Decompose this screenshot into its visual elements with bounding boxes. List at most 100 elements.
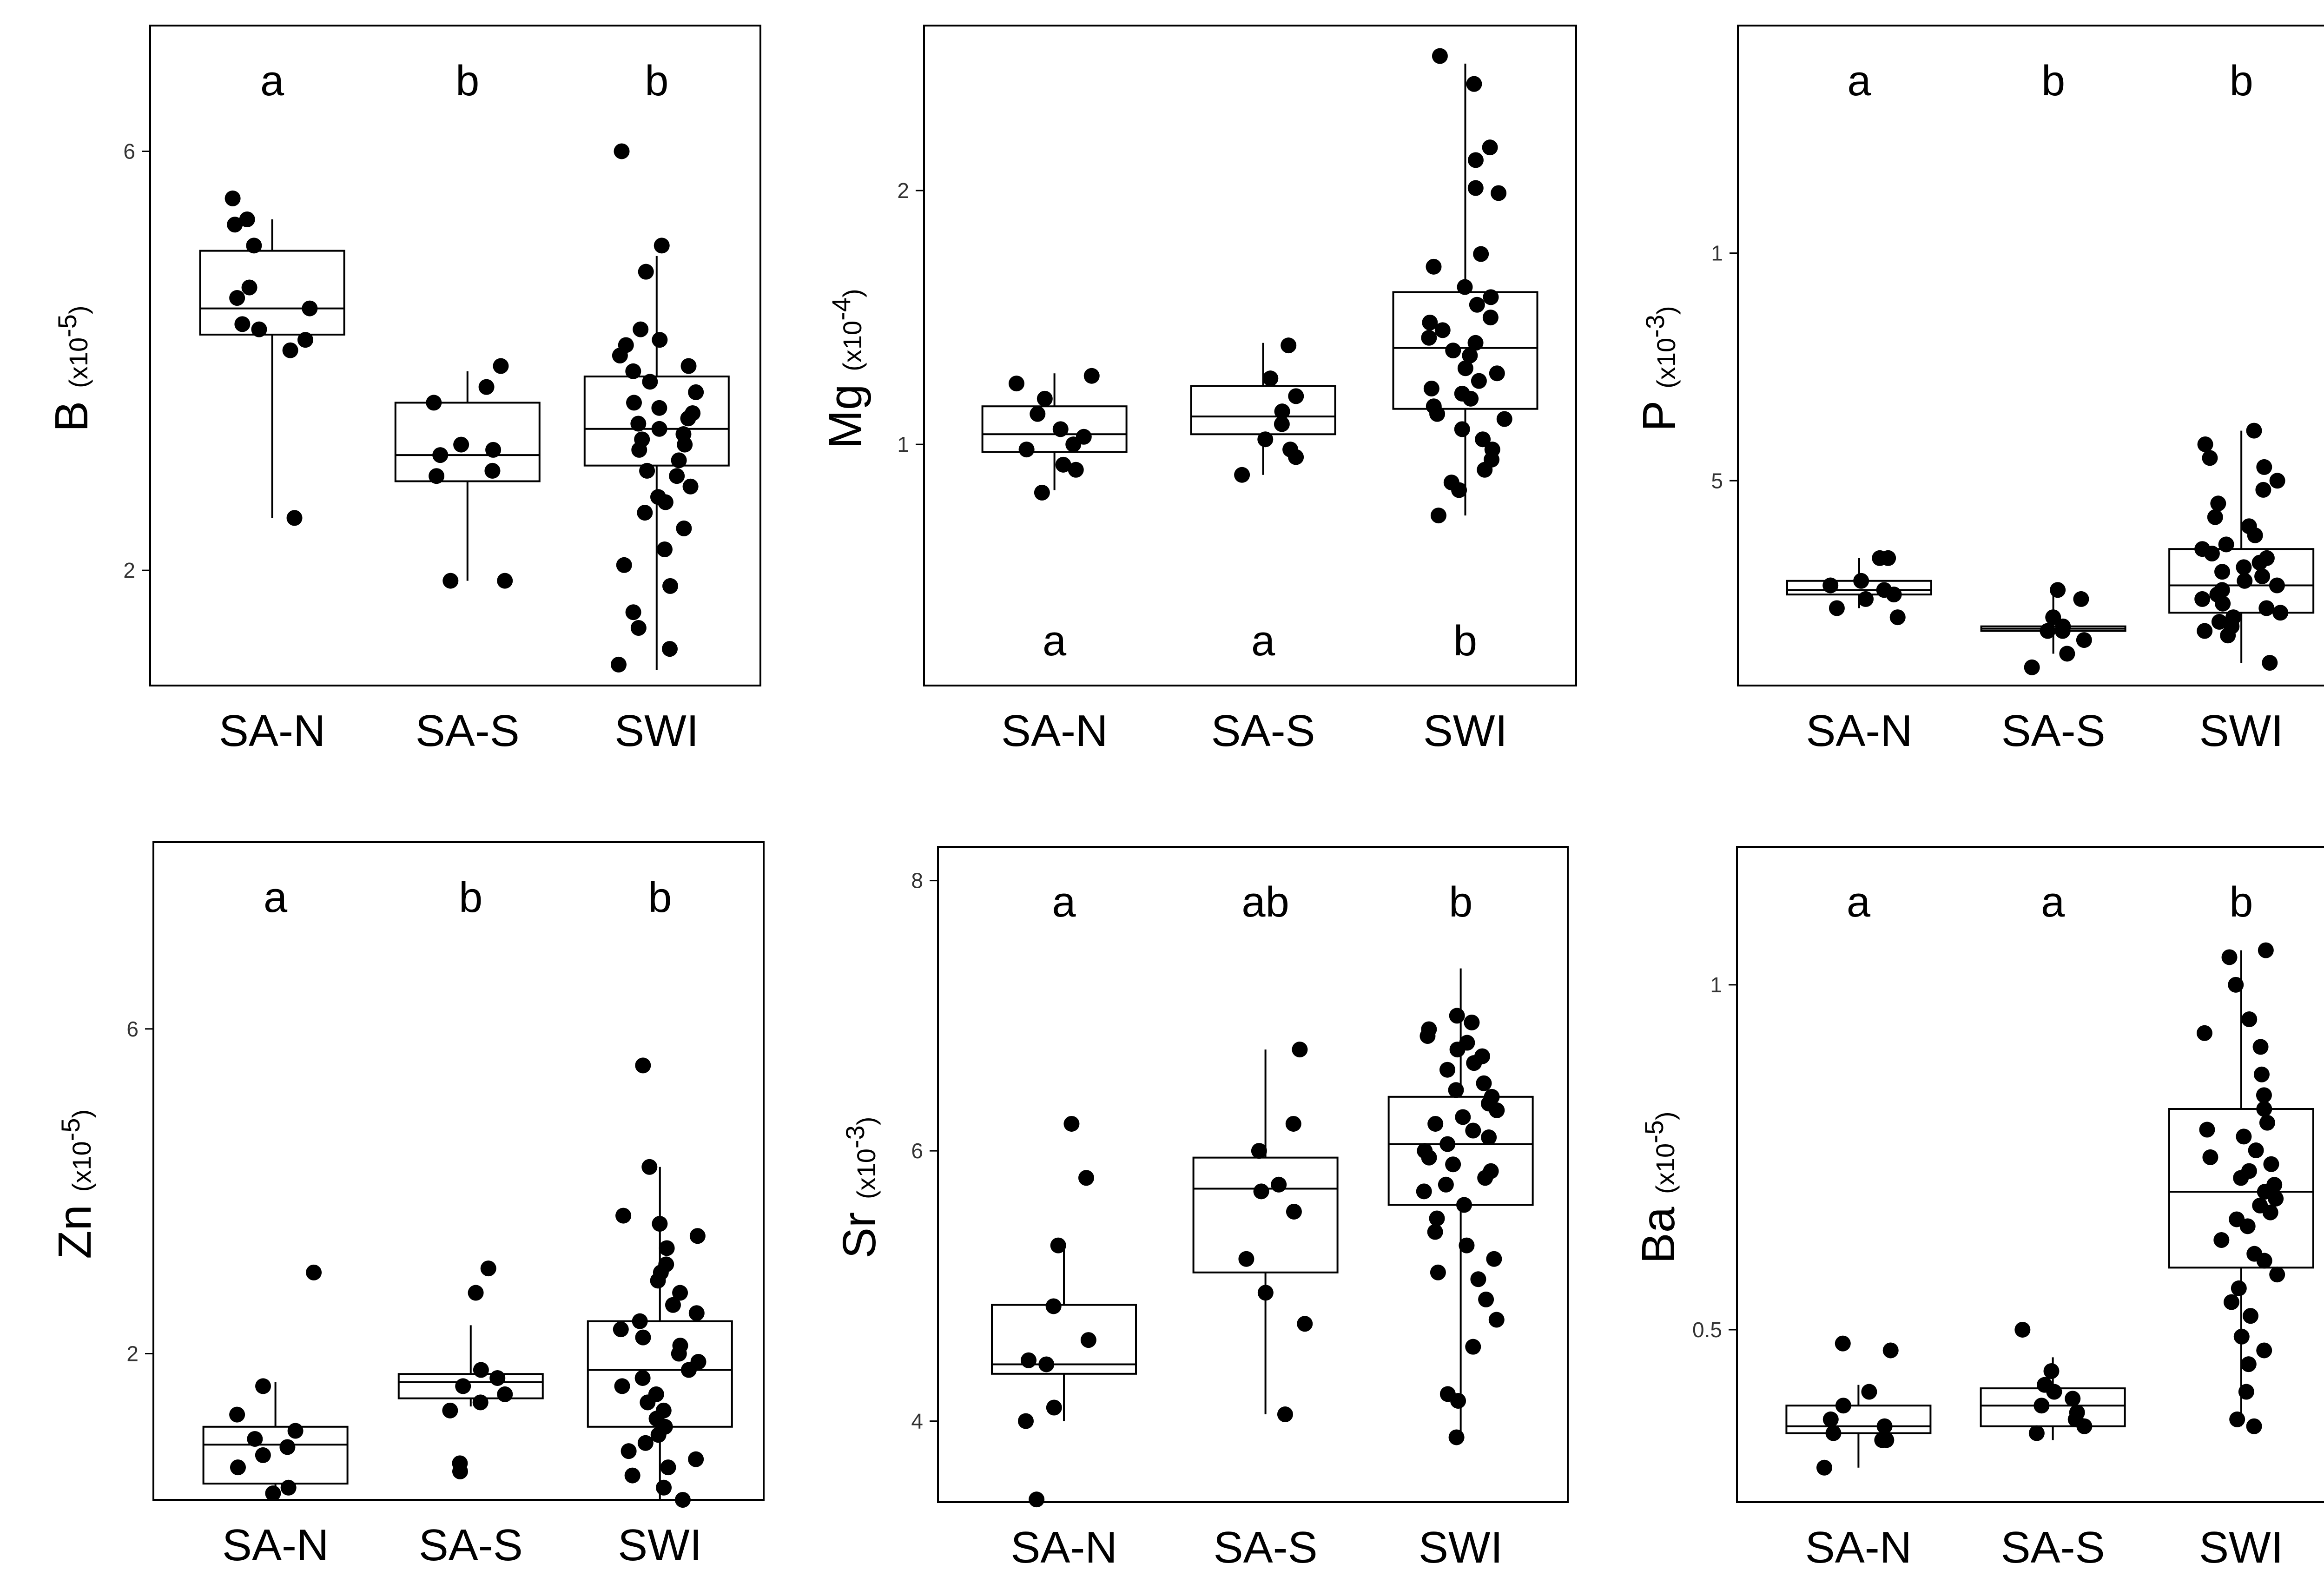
data-point [2241,1011,2258,1028]
data-point [1063,1115,1080,1132]
data-point [612,348,628,363]
data-point [1448,1082,1464,1098]
panel-sr: 4 6 8 Sr (x10-3) SA-N a SA-S ab SWI b [833,846,1569,1572]
data-point [1046,1399,1062,1416]
data-point [635,1329,651,1346]
significance-letter: b [2229,878,2253,926]
data-point [1274,416,1290,432]
plot-frame [923,25,1577,686]
data-point [1449,1042,1466,1058]
data-point [1477,1170,1493,1186]
data-point [493,358,509,374]
data-point [1463,390,1479,407]
data-point [614,1378,630,1394]
data-point [1238,1251,1254,1267]
plot-frame [149,25,761,686]
data-point [2076,632,2092,648]
data-point [2246,1418,2262,1434]
data-point [229,290,245,306]
data-point [1473,246,1489,262]
data-point [473,1362,489,1378]
data-point [1052,421,1069,437]
data-point [1055,456,1071,473]
data-point [615,1207,632,1224]
data-point [651,421,667,437]
x-category-label: SWI [1423,706,1507,756]
box-iqr [199,250,345,336]
significance-letter: a [260,57,284,105]
data-point [1253,1183,1269,1200]
plot-frame [937,846,1569,1503]
significance-letter: a [1251,617,1275,665]
data-point [2197,623,2213,639]
data-point [485,442,502,458]
significance-letter: b [648,874,672,921]
data-point [669,468,685,484]
data-point [1271,1176,1287,1193]
y-axis-scale-close: ) [852,1117,881,1126]
y-tick-label: 4 [911,1409,923,1433]
data-point [1462,348,1478,363]
y-axis-scale: (x10 [1651,1143,1680,1194]
x-category-label: SA-S [419,1520,523,1570]
data-point [1068,462,1084,478]
data-point [633,321,649,337]
panel-b: 2 6 B (x10-5) SA-N a SA-S b SWI b [46,25,761,756]
plot-frame [1737,25,2324,686]
data-point [2073,591,2089,607]
y-axis-label: Zn (x10-5) [49,1109,101,1259]
data-point [230,1459,246,1476]
data-point [1286,1203,1302,1220]
data-point [2220,627,2236,644]
x-category-label: SA-S [2001,706,2106,756]
y-tick-label: 2 [123,558,135,582]
data-point [2258,600,2275,616]
data-point [2199,1122,2215,1138]
data-point [2223,1294,2239,1310]
data-point [1037,390,1053,407]
y-tick-label: 6 [126,1017,139,1041]
data-point [662,578,679,594]
data-point [1421,330,1437,346]
data-point [2268,1190,2284,1207]
y-axis-symbol: Ba [1632,1194,1684,1264]
data-point [239,211,255,227]
data-point [610,656,627,673]
data-point [671,1346,687,1362]
x-category-label: SA-S [1214,1523,1318,1572]
data-point [2269,1267,2285,1283]
data-point [297,332,313,348]
data-point [1481,1129,1497,1146]
data-point [2262,1204,2278,1221]
data-point [1878,1432,1895,1448]
y-axis-exponent: -5 [1639,1120,1669,1143]
y-tick-label: 0.5 [1692,1318,1722,1342]
data-point [2024,659,2040,675]
data-point [1470,1271,1486,1287]
data-point [1018,1413,1034,1429]
data-point [1861,1384,1877,1400]
significance-letter: a [1043,617,1067,665]
data-point [246,238,262,254]
significance-letter: a [2041,878,2065,926]
data-point [2050,582,2066,598]
y-axis-symbol: P [1633,389,1685,432]
data-point [632,1313,648,1329]
data-point [1038,1356,1055,1372]
x-category-label: SWI [1419,1523,1503,1572]
x-category-label: SA-N [1001,706,1108,756]
data-point [2202,450,2218,466]
y-axis-scale: (x10 [64,337,93,388]
panel-p: 5 1 P (x10-3) SA-N a SA-S b SWI b [1633,25,2324,756]
data-point [657,494,673,510]
data-point [1465,1339,1481,1355]
data-point [626,395,642,411]
data-point [2252,1039,2269,1055]
data-point [680,358,697,374]
data-point [286,510,303,526]
data-point [625,363,641,379]
data-point [2263,1156,2279,1172]
data-point [1078,1170,1094,1186]
data-point [677,436,693,453]
data-point [2255,482,2271,498]
